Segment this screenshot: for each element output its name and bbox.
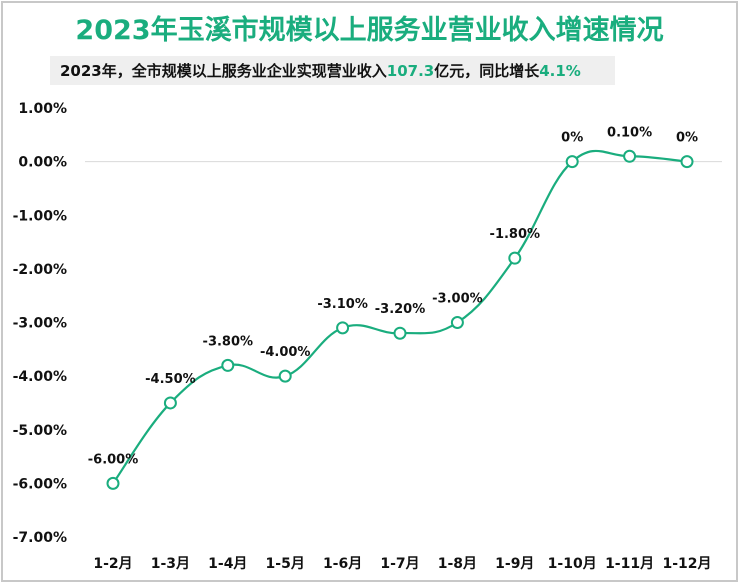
y-tick-label: -1.00%: [13, 208, 67, 224]
x-tick-label: 1-7月: [380, 556, 419, 572]
subtitle-growth-value: 4.1%: [539, 62, 581, 80]
data-label: -4.50%: [145, 372, 196, 387]
x-axis: 1-2月 1-3月 1-4月 1-5月 1-6月 1-7月 1-8月 1-9月 1-10月 1-1…: [93, 556, 711, 572]
data-point-marker: [221, 358, 235, 372]
data-point-marker: [680, 155, 694, 169]
x-tick-label: 1-4月: [208, 556, 247, 572]
x-tick-label: 1-3月: [151, 556, 190, 572]
data-label: 0%: [561, 131, 583, 146]
data-label: -3.10%: [317, 297, 368, 312]
y-tick-label: -5.00%: [13, 423, 67, 439]
data-label: -3.80%: [203, 334, 254, 349]
data-label: -3.20%: [375, 302, 426, 317]
y-tick-label: -7.00%: [13, 530, 67, 546]
data-markers: [106, 149, 694, 490]
data-point-marker: [163, 396, 177, 410]
subtitle-prefix: 2023年，全市规模以上服务业企业实现营业收入: [60, 62, 387, 80]
y-tick-label: -2.00%: [13, 262, 67, 278]
x-tick-label: 1-9月: [495, 556, 534, 572]
y-tick-label: -4.00%: [13, 369, 67, 385]
y-tick-label: -6.00%: [13, 476, 67, 492]
x-tick-label: 1-8月: [438, 556, 477, 572]
x-tick-label: 1-5月: [266, 556, 305, 572]
data-point-marker: [278, 369, 292, 383]
data-point-marker: [393, 326, 407, 340]
x-tick-label: 1-10月: [548, 556, 597, 572]
data-point-marker: [508, 251, 522, 265]
x-tick-label: 1-6月: [323, 556, 362, 572]
data-label: 0.10%: [607, 125, 652, 140]
y-tick-label: -3.00%: [13, 316, 67, 332]
x-tick-label: 1-11月: [605, 556, 654, 572]
subtitle-middle: 亿元，同比增长: [434, 62, 540, 80]
data-label: -1.80%: [490, 227, 541, 242]
subtitle-box: [50, 56, 615, 85]
data-point-marker: [623, 149, 637, 163]
y-tick-label: 1.00%: [18, 101, 67, 117]
data-point-marker: [106, 476, 120, 490]
y-axis: 1.00% 0.00% -1.00% -2.00% -3.00% -4.00% -5.00%…: [13, 101, 67, 546]
data-label: -3.00%: [432, 292, 483, 307]
data-point-marker: [565, 155, 579, 169]
chart-subtitle: 2023年，全市规模以上服务业企业实现营业收入107.3亿元，同比增长4.1%: [60, 60, 581, 81]
subtitle-revenue-value: 107.3: [386, 62, 435, 80]
data-labels: -6.00% -4.50% -3.80% -4.00% -3.10% -3.20% -3.0…: [88, 125, 698, 467]
data-point-marker: [336, 321, 350, 335]
x-tick-label: 1-12月: [662, 556, 711, 572]
data-label: 0%: [676, 131, 698, 146]
chart-title: 2023年玉溪市规模以上服务业营业收入增速情况: [75, 15, 664, 46]
x-tick-label: 1-2月: [93, 556, 132, 572]
data-label: -4.00%: [260, 345, 311, 360]
data-point-marker: [450, 316, 464, 329]
data-label: -6.00%: [88, 452, 139, 467]
y-tick-label: 0.00%: [18, 155, 67, 171]
